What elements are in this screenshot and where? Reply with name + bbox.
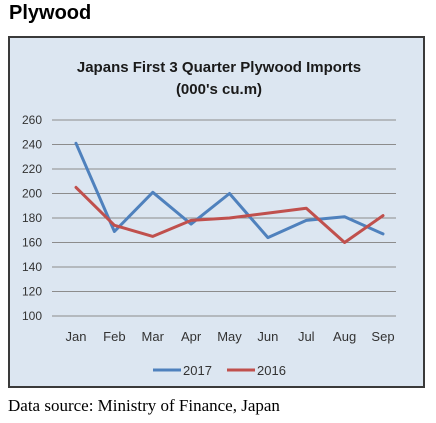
- data-source-note: Data source: Ministry of Finance, Japan: [8, 396, 280, 415]
- y-tick-label: 220: [22, 162, 42, 176]
- chart-frame: Japans First 3 Quarter Plywood Imports (…: [8, 36, 425, 388]
- chart-subtitle: (000's cu.m): [176, 81, 262, 98]
- chart-title: Japans First 3 Quarter Plywood Imports: [77, 59, 361, 76]
- y-tick-label: 120: [22, 285, 42, 299]
- x-tick-label: Sep: [371, 329, 394, 344]
- series-line-2016: [74, 185, 385, 244]
- x-tick-label: Mar: [142, 329, 165, 344]
- legend: 2017 2016: [153, 363, 286, 378]
- y-tick-label: 200: [22, 187, 42, 201]
- x-tick-label: Jun: [257, 329, 278, 344]
- x-tick-label: Jan: [66, 329, 87, 344]
- series-line-2017: [74, 141, 385, 240]
- line-chart: Japans First 3 Quarter Plywood Imports (…: [22, 59, 396, 378]
- series-lines: [74, 141, 385, 244]
- y-tick-label: 100: [22, 309, 42, 323]
- legend-label-2017: 2017: [183, 363, 212, 378]
- y-tick-label: 240: [22, 138, 42, 152]
- x-tick-label: Feb: [103, 329, 125, 344]
- x-tick-label: May: [217, 329, 242, 344]
- x-tick-label: Jul: [298, 329, 315, 344]
- y-axis-ticks: 100 120 140 160 180 200 220 240 260: [22, 113, 42, 323]
- x-tick-label: Aug: [333, 329, 356, 344]
- legend-label-2016: 2016: [257, 363, 286, 378]
- x-axis-ticks: Jan Feb Mar Apr May Jun Jul Aug Sep: [66, 329, 395, 344]
- y-tick-label: 160: [22, 236, 42, 250]
- y-tick-label: 260: [22, 113, 42, 127]
- page-heading: Plywood: [9, 2, 92, 24]
- y-tick-label: 180: [22, 211, 42, 225]
- x-tick-label: Apr: [181, 329, 202, 344]
- y-tick-label: 140: [22, 260, 42, 274]
